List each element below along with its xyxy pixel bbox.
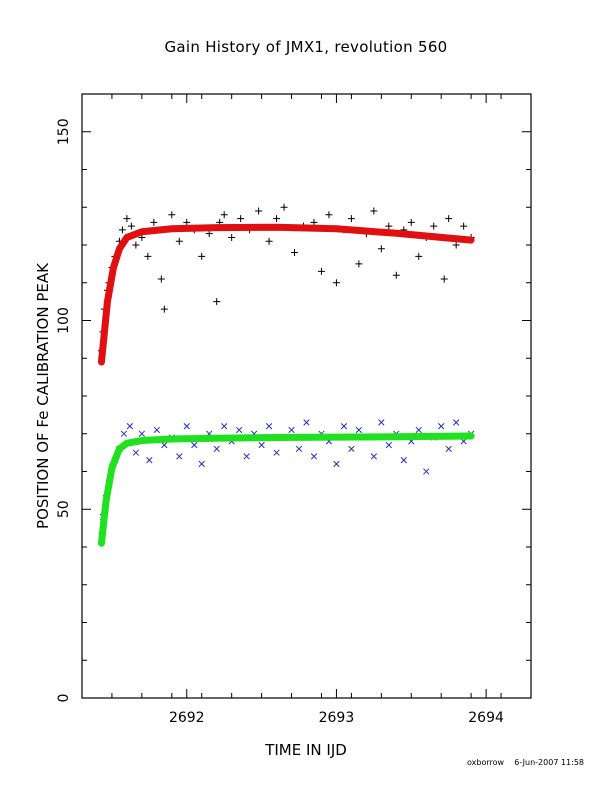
data-point bbox=[243, 453, 250, 460]
data-point bbox=[407, 218, 415, 226]
data-point bbox=[355, 260, 363, 268]
data-point bbox=[198, 252, 206, 260]
data-point bbox=[132, 241, 140, 249]
data-point bbox=[347, 215, 355, 223]
data-point bbox=[303, 419, 310, 426]
data-point bbox=[332, 279, 340, 287]
data-point bbox=[370, 207, 378, 215]
data-point bbox=[118, 226, 126, 234]
data-point bbox=[460, 222, 468, 230]
data-point bbox=[291, 249, 299, 257]
data-point bbox=[144, 252, 152, 260]
data-point bbox=[183, 423, 190, 430]
data-point bbox=[126, 423, 134, 430]
data-point bbox=[235, 426, 243, 434]
data-point bbox=[228, 233, 236, 241]
series-0 bbox=[97, 203, 475, 366]
data-point bbox=[423, 468, 430, 475]
data-point bbox=[220, 211, 228, 219]
data-point bbox=[438, 423, 445, 430]
data-point bbox=[213, 298, 221, 306]
data-point bbox=[348, 445, 355, 453]
data-point bbox=[146, 457, 153, 464]
data-point bbox=[120, 430, 128, 437]
data-point bbox=[378, 419, 385, 426]
y-axis-label: POSITION OF Fe CALIBRATION PEAK bbox=[34, 262, 52, 529]
series-1 bbox=[97, 419, 475, 547]
data-point bbox=[183, 218, 191, 226]
data-point bbox=[385, 441, 392, 449]
data-point bbox=[453, 419, 460, 426]
data-point bbox=[415, 252, 423, 260]
data-point bbox=[340, 423, 348, 430]
data-point bbox=[355, 426, 363, 434]
x-axis-label: TIME IN IJD bbox=[264, 741, 347, 759]
data-point bbox=[370, 453, 378, 460]
data-point bbox=[258, 441, 265, 449]
data-point bbox=[400, 457, 407, 464]
fit-curve bbox=[97, 223, 475, 366]
series-group bbox=[97, 203, 475, 547]
data-point bbox=[160, 305, 168, 313]
x-tick-label: 2693 bbox=[319, 710, 355, 726]
data-point bbox=[123, 215, 131, 223]
x-tick-label: 2692 bbox=[169, 710, 205, 726]
data-point bbox=[273, 215, 281, 223]
data-point bbox=[175, 237, 183, 245]
footer-credit: oxborrow 6-Jun-2007 11:58 bbox=[467, 758, 584, 767]
data-point bbox=[132, 449, 140, 456]
data-point bbox=[333, 460, 340, 468]
data-point bbox=[127, 222, 135, 230]
data-point bbox=[273, 449, 280, 456]
data-point bbox=[191, 441, 198, 449]
data-point bbox=[310, 218, 318, 226]
data-point bbox=[161, 441, 168, 449]
data-point bbox=[205, 230, 213, 238]
data-point bbox=[445, 215, 453, 223]
data-point bbox=[255, 207, 263, 215]
data-point bbox=[385, 222, 393, 230]
data-point bbox=[237, 215, 245, 223]
y-tick-label: 100 bbox=[56, 307, 72, 334]
data-point bbox=[168, 211, 176, 219]
fit-curve bbox=[97, 432, 475, 547]
data-point bbox=[150, 218, 158, 226]
data-point bbox=[445, 445, 452, 453]
data-point bbox=[288, 426, 295, 434]
footer-user: oxborrow bbox=[466, 758, 505, 767]
data-point bbox=[317, 267, 325, 275]
data-point bbox=[415, 426, 422, 434]
tick-group: 2692 2693 2694 0 50 100 150 bbox=[56, 93, 532, 726]
data-point bbox=[213, 445, 220, 453]
data-point bbox=[265, 423, 273, 430]
data-point bbox=[198, 460, 205, 468]
x-tick-label: 2694 bbox=[468, 710, 504, 726]
data-point bbox=[280, 203, 288, 211]
data-point bbox=[310, 453, 318, 460]
y-tick-label: 50 bbox=[56, 500, 72, 518]
data-point bbox=[377, 245, 385, 253]
y-tick-label: 0 bbox=[56, 694, 72, 703]
data-point bbox=[157, 275, 165, 283]
data-point bbox=[176, 453, 183, 460]
y-tick-label: 150 bbox=[56, 118, 72, 145]
data-point bbox=[138, 430, 146, 437]
data-point bbox=[452, 241, 460, 249]
data-point bbox=[221, 423, 228, 430]
chart-title: Gain History of JMX1, revolution 560 bbox=[164, 38, 448, 56]
data-point bbox=[392, 271, 400, 279]
data-point bbox=[265, 237, 273, 245]
data-point bbox=[153, 426, 160, 434]
plot-frame bbox=[81, 93, 532, 699]
footer-timestamp: 6-Jun-2007 11:58 bbox=[514, 758, 584, 767]
data-point bbox=[325, 211, 333, 219]
data-point bbox=[295, 445, 303, 453]
data-point bbox=[430, 222, 438, 230]
data-point bbox=[440, 275, 448, 283]
